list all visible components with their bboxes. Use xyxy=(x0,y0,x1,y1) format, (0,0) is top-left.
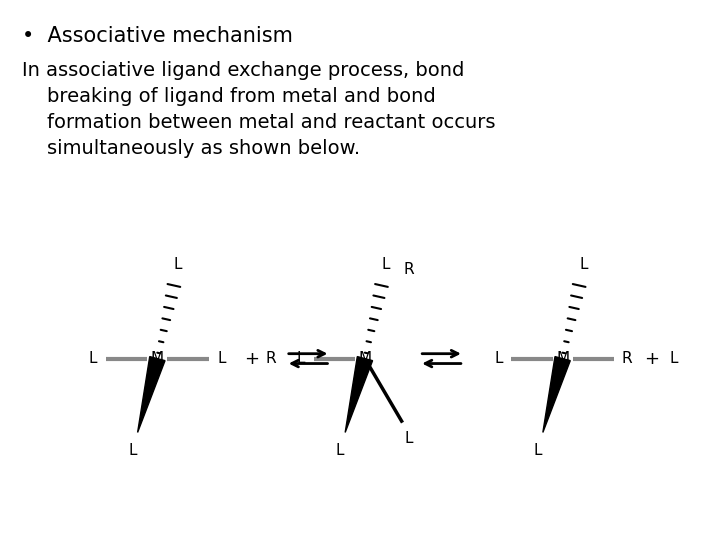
Text: •  Associative mechanism: • Associative mechanism xyxy=(22,26,293,46)
Polygon shape xyxy=(345,356,372,433)
Text: R: R xyxy=(266,351,276,366)
Text: L: L xyxy=(579,256,588,272)
Text: L: L xyxy=(494,351,503,366)
Polygon shape xyxy=(138,356,165,433)
Polygon shape xyxy=(543,356,570,433)
Text: R: R xyxy=(403,262,414,278)
Text: L: L xyxy=(404,431,413,446)
Text: L: L xyxy=(217,351,226,366)
Text: M: M xyxy=(556,351,570,366)
Text: In associative ligand exchange process, bond
    breaking of ligand from metal a: In associative ligand exchange process, … xyxy=(22,61,495,158)
Text: L: L xyxy=(534,443,542,458)
Text: L: L xyxy=(382,256,390,272)
Text: +: + xyxy=(244,349,258,368)
Text: L: L xyxy=(297,351,305,366)
Text: L: L xyxy=(89,351,97,366)
Text: L: L xyxy=(128,443,137,458)
Text: L: L xyxy=(669,351,678,366)
Text: L: L xyxy=(174,256,182,272)
Text: +: + xyxy=(644,349,659,368)
Text: R: R xyxy=(621,351,632,366)
Text: M: M xyxy=(150,351,164,366)
Text: L: L xyxy=(336,443,344,458)
Text: M: M xyxy=(359,351,372,366)
